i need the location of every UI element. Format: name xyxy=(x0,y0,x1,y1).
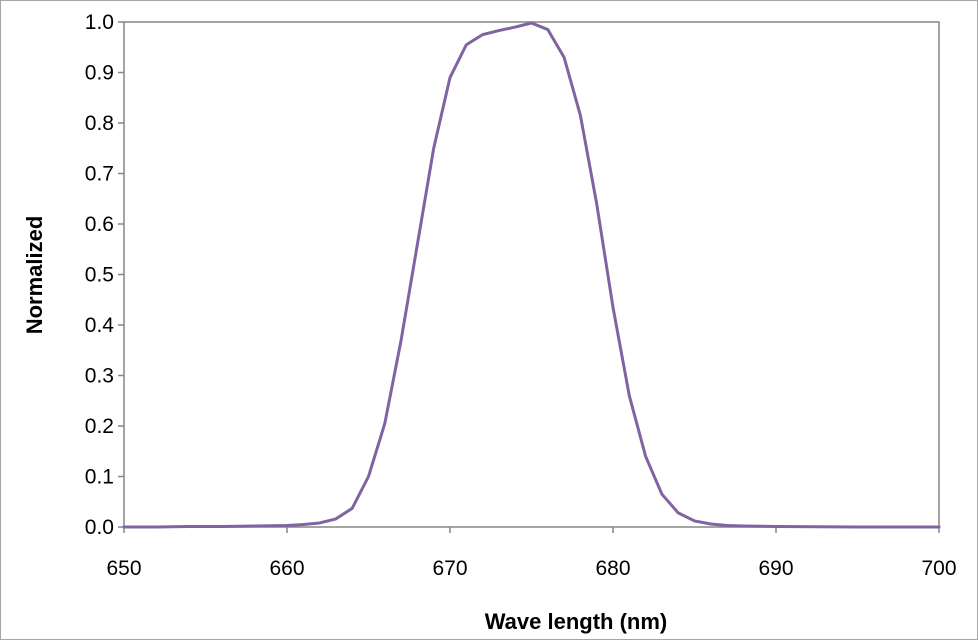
y-tick-label: 0.6 xyxy=(85,213,114,236)
y-axis-title: Normalized xyxy=(22,216,47,335)
y-tick-label: 1.0 xyxy=(85,11,114,34)
x-tick-label: 680 xyxy=(595,557,630,580)
y-tick-label: 0.0 xyxy=(85,516,114,539)
y-tick-label: 0.9 xyxy=(85,62,114,85)
y-tick-label: 0.2 xyxy=(85,415,114,438)
x-tick-label: 690 xyxy=(758,557,793,580)
y-tick-label: 0.7 xyxy=(85,163,114,186)
tick-marks xyxy=(118,21,940,533)
tick-labels: 0.0 0.1 0.2 0.3 0.4 0.5 0.6 0.7 0.8 0.9 1.0 650 660 6… xyxy=(85,11,957,580)
y-tick-label: 0.4 xyxy=(85,314,115,337)
y-tick-label: 0.5 xyxy=(85,264,114,287)
axes xyxy=(123,21,940,528)
x-tick-label: 650 xyxy=(106,557,141,580)
x-tick-label: 670 xyxy=(432,557,467,580)
y-tick-label: 0.8 xyxy=(85,112,114,135)
y-tick-label: 0.3 xyxy=(85,365,114,388)
series-layer xyxy=(122,21,941,529)
x-tick-label: 700 xyxy=(921,557,956,580)
y-tick-label: 0.1 xyxy=(85,466,114,489)
plot-area-border xyxy=(123,21,940,528)
series-line xyxy=(122,21,941,529)
x-axis-title: Wave length (nm) xyxy=(485,609,668,634)
x-tick-label: 660 xyxy=(269,557,304,580)
